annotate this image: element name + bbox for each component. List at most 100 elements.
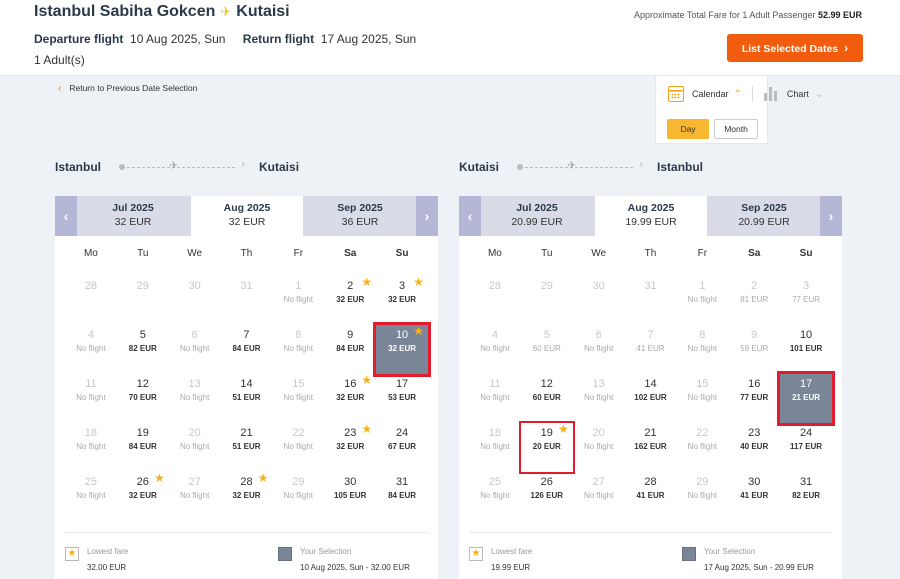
month-tab-sep[interactable]: Sep 2025 20.99 EUR	[708, 196, 820, 236]
month-name: Aug 2025	[223, 202, 271, 214]
calendar-legend: ★ Lowest fare 19.99 EUR Your Selection 1…	[469, 532, 832, 576]
day-cell[interactable]: 11 No flight	[469, 374, 521, 423]
month-tab-sep[interactable]: Sep 2025 36 EUR	[304, 196, 416, 236]
day-price: 102 EUR	[634, 393, 667, 402]
weekday-label: Th	[240, 248, 253, 259]
bar-chart-icon[interactable]	[762, 87, 779, 101]
day-cell[interactable]: 27 No flight	[573, 472, 625, 521]
calendar-view-toggle[interactable]: Calendar	[692, 89, 729, 99]
day-number: 30	[592, 280, 605, 292]
day-cell[interactable]: 28 32 EUR ★	[221, 471, 273, 521]
day-cell[interactable]: 6 No flight	[169, 325, 221, 374]
day-cell[interactable]: 18 No flight	[65, 423, 117, 472]
month-tab-aug[interactable]: Aug 2025 19.99 EUR	[595, 196, 707, 236]
day-cell[interactable]: 31 84 EUR	[376, 472, 428, 521]
day-number: 4	[491, 329, 498, 341]
day-cell[interactable]: 15 No flight	[676, 374, 728, 423]
day-cell[interactable]: 8 No flight	[272, 325, 324, 374]
day-cell[interactable]: 23 40 EUR	[728, 423, 780, 472]
day-cell[interactable]: 20 No flight	[573, 423, 625, 472]
day-cell[interactable]: 27 No flight	[169, 472, 221, 521]
calendar-icon[interactable]	[668, 86, 684, 102]
day-cell[interactable]: 2 81 EUR	[728, 276, 780, 325]
day-cell[interactable]: 1 No flight	[676, 276, 728, 325]
day-cell[interactable]: 31 82 EUR	[780, 472, 832, 521]
day-cell[interactable]: 24 67 EUR	[376, 423, 428, 472]
next-month-button[interactable]: ›	[416, 196, 438, 236]
day-cell[interactable]: 25 No flight	[469, 472, 521, 521]
day-cell[interactable]: 13 No flight	[169, 374, 221, 423]
month-tab-jul[interactable]: Jul 2025 20.99 EUR	[481, 196, 593, 236]
day-cell[interactable]: 11 No flight	[65, 374, 117, 423]
day-cell[interactable]: 20 No flight	[169, 423, 221, 472]
day-cell[interactable]: 4 No flight	[469, 325, 521, 374]
day-number: 23	[344, 427, 357, 439]
day-cell[interactable]: 26 32 EUR ★	[117, 471, 169, 521]
prev-month-button[interactable]: ‹	[459, 196, 481, 236]
day-number: 10	[395, 329, 409, 341]
return-to-previous-link[interactable]: ‹ Return to Previous Date Selection	[58, 83, 197, 94]
outbound-to: Kutaisi	[259, 160, 300, 174]
prev-month-button[interactable]: ‹	[55, 196, 77, 236]
day-cell[interactable]: 8 No flight	[676, 325, 728, 374]
day-cell[interactable]: 29 No flight	[272, 472, 324, 521]
chevron-up-icon[interactable]: ⌃	[733, 88, 742, 100]
day-cell[interactable]: 2 32 EUR ★	[324, 275, 376, 325]
day-cell[interactable]: 12 70 EUR	[117, 374, 169, 423]
day-cell[interactable]: 30 105 EUR	[324, 472, 376, 521]
chart-view-toggle[interactable]: Chart	[786, 89, 809, 99]
day-toggle[interactable]: Day	[667, 119, 709, 139]
day-number: 11	[85, 378, 97, 390]
day-cell[interactable]: 12 60 EUR	[521, 374, 573, 423]
day-cell[interactable]: 28 41 EUR	[625, 472, 677, 521]
divider	[751, 86, 753, 102]
day-cell[interactable]: 23 32 EUR ★	[324, 422, 376, 472]
day-cell[interactable]: 5 82 EUR	[117, 325, 169, 374]
day-cell[interactable]: 22 No flight	[272, 423, 324, 472]
day-price: 70 EUR	[128, 393, 157, 402]
day-cell[interactable]: 16 32 EUR ★	[324, 373, 376, 423]
day-price: 77 EUR	[792, 295, 821, 304]
day-cell[interactable]: 14 102 EUR	[625, 374, 677, 423]
day-cell[interactable]: 25 No flight	[65, 472, 117, 521]
day-cell[interactable]: 18 No flight	[469, 423, 521, 472]
day-cell[interactable]: 14 51 EUR	[221, 374, 273, 423]
day-cell[interactable]: 22 No flight	[676, 423, 728, 472]
day-cell[interactable]: 5 60 EUR	[521, 325, 573, 374]
day-number: 30	[188, 280, 201, 292]
day-cell[interactable]: 21 162 EUR	[625, 423, 677, 472]
day-cell[interactable]: 3 77 EUR	[780, 276, 832, 325]
day-cell[interactable]: 10 101 EUR	[780, 325, 832, 374]
month-tab-jul[interactable]: Jul 2025 32 EUR	[77, 196, 189, 236]
next-month-button[interactable]: ›	[820, 196, 842, 236]
destination-city: Kutaisi	[236, 3, 290, 20]
day-cell[interactable]: 16 77 EUR	[728, 374, 780, 423]
day-cell[interactable]: 9 59 EUR	[728, 325, 780, 374]
day-cell[interactable]: 19 84 EUR	[117, 423, 169, 472]
day-cell[interactable]: 29 No flight	[676, 472, 728, 521]
day-cell[interactable]: 30 41 EUR	[728, 472, 780, 521]
chevron-down-icon[interactable]: ⌄	[814, 88, 824, 100]
day-cell[interactable]: 7 84 EUR	[221, 325, 273, 374]
day-cell[interactable]: 1 No flight	[272, 276, 324, 325]
day-cell[interactable]: 7 41 EUR	[625, 325, 677, 374]
day-cell[interactable]: 3 32 EUR ★	[376, 275, 428, 325]
month-tab-aug[interactable]: Aug 2025 32 EUR	[191, 196, 303, 236]
day-cell[interactable]: 26 126 EUR	[521, 472, 573, 521]
day-price: 81 EUR	[740, 295, 769, 304]
day-cell[interactable]: 4 No flight	[65, 325, 117, 374]
month-toggle[interactable]: Month	[714, 119, 758, 139]
list-selected-dates-button[interactable]: List Selected Dates ›	[727, 34, 863, 62]
selected-day-cell[interactable]: 10 32 EUR ★	[373, 322, 431, 377]
day-cell[interactable]: 13 No flight	[573, 374, 625, 423]
day-cell[interactable]: 15 No flight	[272, 374, 324, 423]
day-cell[interactable]: 19 20 EUR ★	[518, 421, 575, 474]
day-cell[interactable]: 6 No flight	[573, 325, 625, 374]
day-number: 15	[696, 378, 709, 390]
day-cell[interactable]: 17 53 EUR	[376, 374, 428, 423]
day-cell[interactable]: 9 84 EUR	[324, 325, 376, 374]
day-cell[interactable]: 21 51 EUR	[221, 423, 273, 472]
day-cell[interactable]: 24 117 EUR	[780, 423, 832, 472]
month-price: 20.99 EUR	[511, 216, 563, 228]
selected-day-cell[interactable]: 17 21 EUR	[777, 371, 835, 426]
